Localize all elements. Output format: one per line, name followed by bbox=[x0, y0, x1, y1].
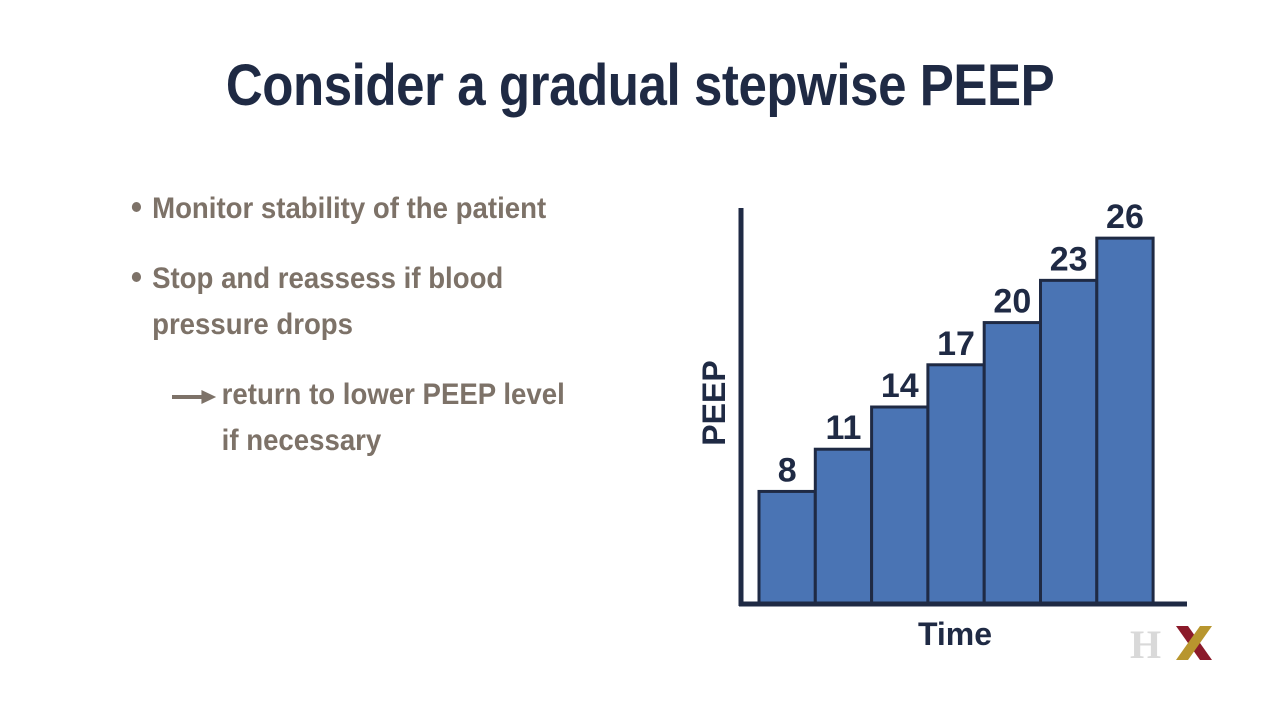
bullet-list: Monitor stability of the patient Stop an… bbox=[130, 186, 650, 464]
sub-item-line-2: if necessary bbox=[221, 424, 382, 457]
data-label-5: 20 bbox=[993, 283, 1031, 321]
data-label-2: 11 bbox=[825, 409, 861, 447]
bullet-item: Monitor stability of the patient bbox=[130, 186, 608, 232]
peep-step-chart: 8 11 14 17 20 23 26 Time PEEP bbox=[696, 198, 1187, 652]
bullet-item: Stop and reassess if blood pressure drop… bbox=[130, 256, 520, 348]
bar-4 bbox=[926, 363, 986, 606]
data-label-6: 23 bbox=[1050, 240, 1088, 278]
sub-item-line-1: return to lower PEEP level bbox=[221, 378, 565, 411]
svg-text:H: H bbox=[1130, 622, 1161, 664]
bullet-text: Stop and reassess if blood pressure drop… bbox=[152, 262, 504, 341]
bar-1 bbox=[757, 489, 817, 606]
bullet-dot-icon bbox=[131, 202, 142, 212]
data-label-3: 14 bbox=[881, 367, 919, 405]
data-label-7: 26 bbox=[1106, 198, 1144, 236]
data-label-1: 8 bbox=[778, 451, 797, 489]
hx-logo: H bbox=[1130, 622, 1212, 664]
bar-3 bbox=[870, 405, 930, 606]
bar-5 bbox=[982, 321, 1043, 606]
sub-item: return to lower PEEP level if necessary bbox=[172, 372, 612, 464]
bar-2 bbox=[813, 447, 874, 606]
slide-title: Consider a gradual stepwise PEEP bbox=[225, 53, 1055, 118]
right-arrow-icon bbox=[172, 390, 217, 404]
bullet-text: Monitor stability of the patient bbox=[152, 192, 547, 225]
data-label-4: 17 bbox=[937, 325, 975, 363]
bullet-dot-icon bbox=[131, 272, 142, 282]
bar-6 bbox=[1039, 278, 1099, 606]
x-axis-label: Time bbox=[918, 616, 992, 652]
y-axis-label: PEEP bbox=[696, 360, 732, 445]
bar-7 bbox=[1095, 236, 1155, 606]
